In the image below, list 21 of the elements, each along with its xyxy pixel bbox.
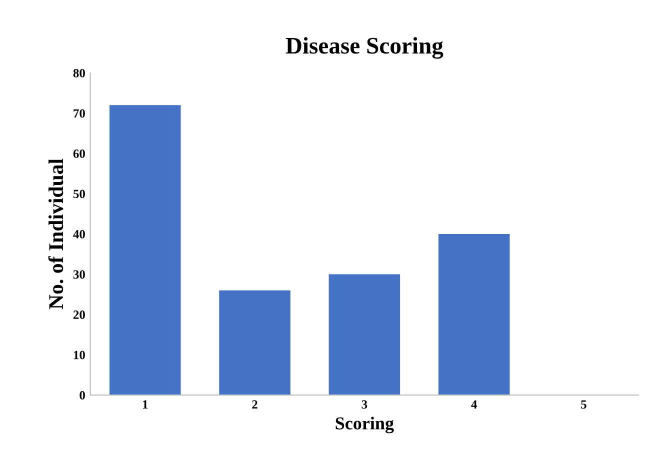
- y-tick-label: 30: [73, 270, 85, 279]
- y-tick-label: 0: [80, 391, 85, 400]
- y-tick-label: 10: [74, 350, 85, 360]
- bar: [219, 290, 290, 396]
- chart-title: Disease Scoring: [286, 37, 444, 59]
- x-tick-label: 1: [143, 400, 148, 409]
- x-tick-label: 3: [362, 400, 368, 409]
- x-tick-label: 5: [581, 400, 586, 409]
- y-axis-title: No. of Individual: [48, 158, 64, 310]
- y-tick-label: 60: [73, 149, 85, 158]
- x-axis-title: Scoring: [336, 416, 394, 434]
- x-tick-label: 4: [471, 400, 477, 409]
- bar: [438, 234, 510, 396]
- y-tick-label: 80: [73, 68, 85, 78]
- y-tick-label: 20: [73, 310, 85, 319]
- y-tick-label: 50: [73, 190, 85, 198]
- y-tick-label: 40: [73, 230, 85, 238]
- x-tick-label: 2: [252, 400, 258, 409]
- bar: [109, 105, 181, 396]
- y-tick-label: 70: [74, 109, 85, 118]
- bar: [328, 274, 400, 396]
